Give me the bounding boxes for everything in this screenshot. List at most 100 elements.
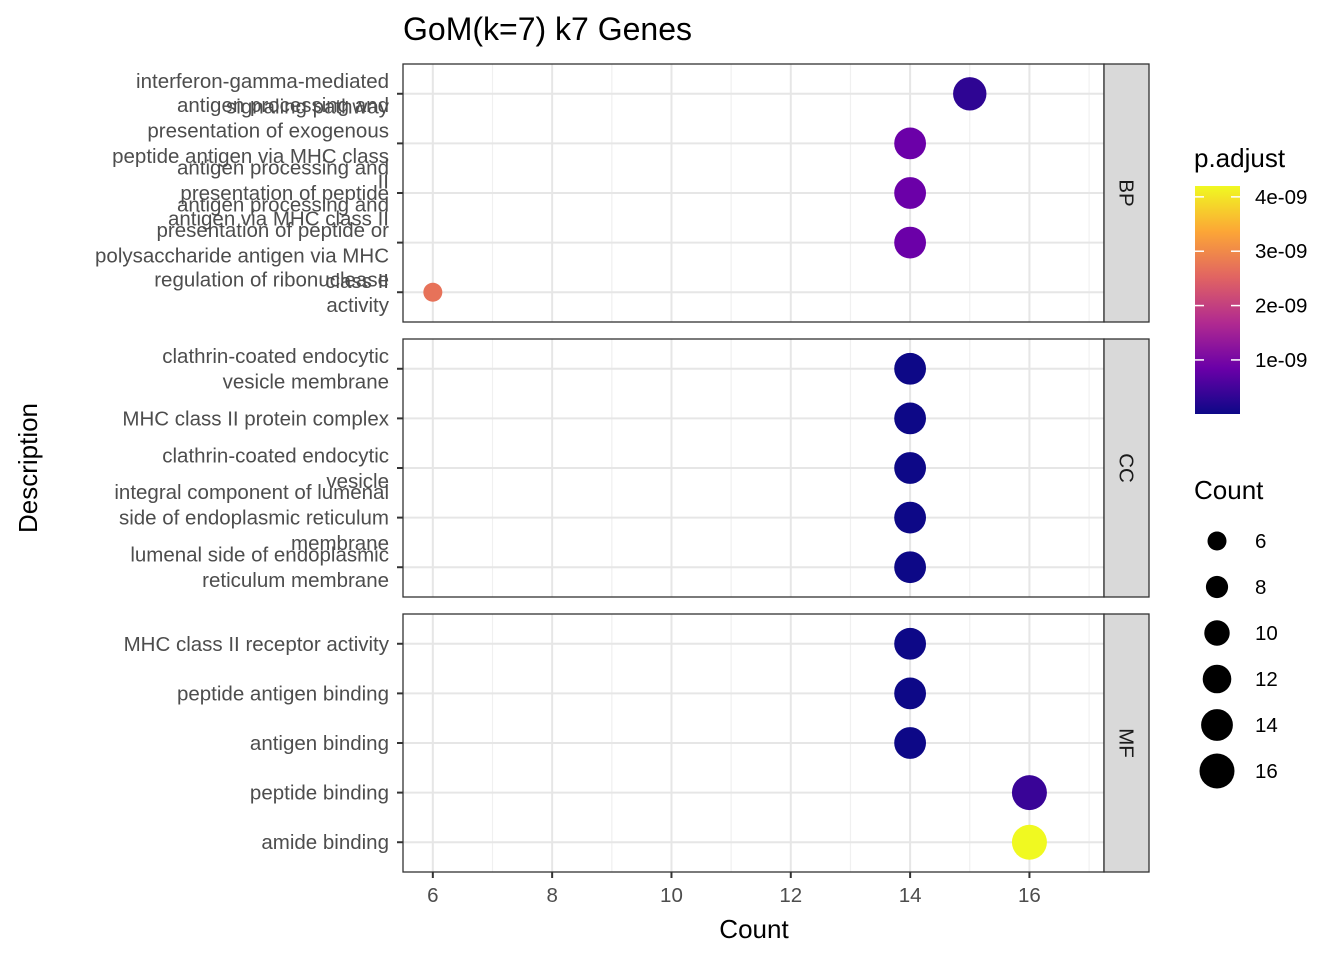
y-tick-label-line: II [378, 171, 389, 194]
data-point [894, 627, 927, 660]
y-tick-label-line: amide binding [261, 831, 389, 854]
y-tick-label-line: presentation of peptide [180, 182, 389, 205]
y-tick-label-line: MHC class II receptor activity [124, 633, 390, 656]
y-tick-label-line: antigen processing and [177, 193, 389, 216]
data-point [894, 352, 927, 385]
y-tick-label: peptide antigen binding [177, 682, 389, 705]
y-tick-label-line: vesicle membrane [223, 371, 389, 394]
data-point [894, 127, 927, 160]
y-tick-label-line: antigen via MHC class II [168, 208, 389, 231]
size-legend-dot [1201, 709, 1233, 741]
x-axis-title: Count [719, 914, 789, 944]
size-legend-label: 14 [1255, 714, 1278, 737]
data-point [1011, 775, 1047, 811]
size-legend-dot [1202, 664, 1232, 694]
facet-strip-label: CC [1115, 453, 1138, 483]
y-tick-label: peptide binding [250, 782, 389, 805]
x-tick-label: 6 [427, 884, 438, 907]
size-legend-label: 12 [1255, 668, 1278, 691]
y-tick-label-line: lumenal side of endoplasmic [130, 543, 389, 566]
data-point [423, 282, 443, 302]
y-axis-title: Description [13, 403, 43, 533]
y-tick-label: MHC class II protein complex [122, 407, 389, 430]
color-legend-label: 1e-09 [1255, 349, 1307, 372]
x-tick-label: 10 [660, 884, 683, 907]
color-legend-label: 4e-09 [1255, 186, 1307, 209]
y-tick-label-line: peptide antigen via MHC class [112, 145, 389, 168]
y-tick-label: lumenal side of endoplasmic reticulum mem… [130, 543, 389, 592]
size-legend-label: 16 [1255, 760, 1278, 783]
y-tick-label-line: activity [326, 294, 389, 317]
y-tick-label-line: antigen processing and [177, 157, 389, 180]
y-tick-label-line: MHC class II protein complex [122, 407, 389, 430]
y-tick-label: clathrin-coated endocytic vesicle [162, 444, 389, 493]
y-tick-label: amide binding [261, 831, 389, 854]
size-legend-dot [1199, 753, 1235, 789]
y-tick-label: MHC class II receptor activity [124, 633, 390, 656]
y-tick-label: interferon-gamma-mediated signaling pathw… [136, 70, 390, 119]
data-point [894, 727, 927, 759]
y-tick-label-line: interferon-gamma-mediated [136, 70, 389, 93]
y-tick-label-line: regulation of ribonuclease [154, 268, 389, 291]
y-tick-label-line: vesicle [326, 470, 389, 493]
data-point [894, 501, 927, 534]
facet-panel-mf: MHC class II receptor activity peptide an… [124, 613, 1150, 873]
x-tick-label: 8 [546, 884, 557, 907]
size-legend-items: 6 8 10 12 14 16 [1199, 530, 1278, 789]
y-tick-label: antigen processing and presentation of pe… [95, 193, 389, 293]
chart-title: GoM(k=7) k7 Genes [403, 11, 692, 47]
size-legend-title: Count [1194, 475, 1264, 505]
legend: p.adjust 1e-09 2e-09 3e-09 4e-09 Count 6 8 10… [1194, 143, 1307, 789]
data-point [894, 177, 927, 209]
color-legend-ticks: 1e-09 2e-09 3e-09 4e-09 [1195, 186, 1307, 372]
y-tick-label-line: presentation of exogenous [147, 120, 389, 143]
y-tick-label-line: signaling pathway [226, 96, 390, 119]
y-tick-label-line: clathrin-coated endocytic [162, 444, 389, 467]
size-legend-dot [1205, 575, 1229, 599]
facet-panel-cc: clathrin-coated endocytic vesicle membran… [114, 338, 1150, 598]
y-tick-label-line: peptide antigen binding [177, 682, 389, 705]
data-point [894, 551, 927, 584]
y-tick-label-line: reticulum membrane [202, 569, 389, 592]
facet-strip [1103, 338, 1150, 598]
facet-panel-bp: interferon-gamma-mediated signaling pathw… [95, 63, 1150, 323]
size-legend-dot [1207, 531, 1227, 551]
facet-panels: interferon-gamma-mediated signaling pathw… [95, 63, 1150, 907]
facet-strip-label: MF [1115, 728, 1138, 758]
y-tick-label-line: integral component of lumenal [114, 481, 389, 504]
y-tick-label: clathrin-coated endocytic vesicle membran… [162, 345, 389, 394]
x-tick-label: 14 [899, 884, 922, 907]
y-tick-label-line: class II [325, 270, 389, 293]
size-legend-label: 8 [1255, 576, 1266, 599]
x-tick-label: 16 [1018, 884, 1041, 907]
data-point [894, 402, 927, 435]
data-point [953, 77, 987, 111]
y-tick-label: antigen processing and presentation of pe… [168, 157, 389, 231]
y-tick-label: integral component of lumenal side of end… [114, 481, 389, 555]
x-tick-label: 12 [779, 884, 802, 907]
size-legend-dot [1204, 620, 1230, 646]
y-tick-label: antigen processing and presentation of ex… [112, 94, 389, 194]
size-legend-label: 6 [1255, 530, 1266, 553]
data-point [1011, 824, 1047, 860]
facet-strip [1103, 63, 1150, 323]
y-tick-label-line: clathrin-coated endocytic [162, 345, 389, 368]
data-point [894, 677, 927, 710]
y-tick-label-line: presentation of peptide or [157, 219, 390, 242]
y-tick-label: antigen binding [250, 732, 389, 755]
y-tick-label-line: polysaccharide antigen via MHC [95, 244, 389, 267]
color-legend-bar [1195, 186, 1240, 414]
data-point [894, 226, 927, 259]
y-tick-label-line: antigen processing and [177, 94, 389, 117]
y-tick-label-line: side of endoplasmic reticulum [119, 507, 389, 530]
facet-strip [1103, 613, 1150, 873]
y-tick-label-line: membrane [291, 532, 389, 555]
x-axis: 6 8 10 12 14 16 [427, 872, 1041, 907]
y-tick-label-line: antigen binding [250, 732, 389, 755]
color-legend-label: 3e-09 [1255, 240, 1307, 263]
color-legend-label: 2e-09 [1255, 295, 1307, 318]
data-point [894, 452, 927, 484]
y-tick-label-line: peptide binding [250, 782, 389, 805]
y-tick-label: regulation of ribonuclease activity [154, 268, 390, 317]
